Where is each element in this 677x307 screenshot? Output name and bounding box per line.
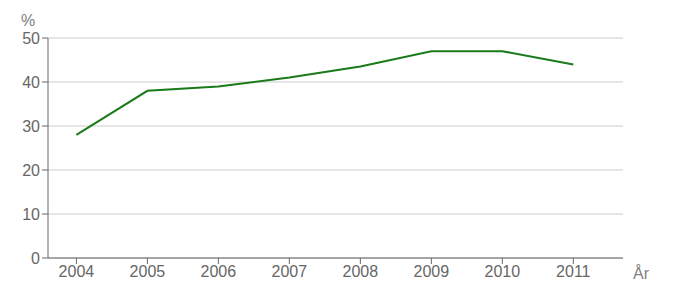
svg-text:2008: 2008 xyxy=(343,263,379,280)
svg-text:2010: 2010 xyxy=(485,263,521,280)
svg-text:År: År xyxy=(633,264,650,282)
svg-text:%: % xyxy=(21,12,35,29)
svg-text:2011: 2011 xyxy=(556,263,591,280)
svg-text:2009: 2009 xyxy=(414,263,450,280)
svg-text:2007: 2007 xyxy=(272,263,308,280)
svg-text:40: 40 xyxy=(22,74,40,91)
svg-text:10: 10 xyxy=(22,206,40,223)
svg-text:2006: 2006 xyxy=(201,263,237,280)
svg-text:50: 50 xyxy=(22,30,40,47)
svg-text:20: 20 xyxy=(22,162,40,179)
svg-text:2004: 2004 xyxy=(59,263,95,280)
svg-text:0: 0 xyxy=(31,250,40,267)
svg-text:30: 30 xyxy=(22,118,40,135)
svg-text:2005: 2005 xyxy=(130,263,166,280)
